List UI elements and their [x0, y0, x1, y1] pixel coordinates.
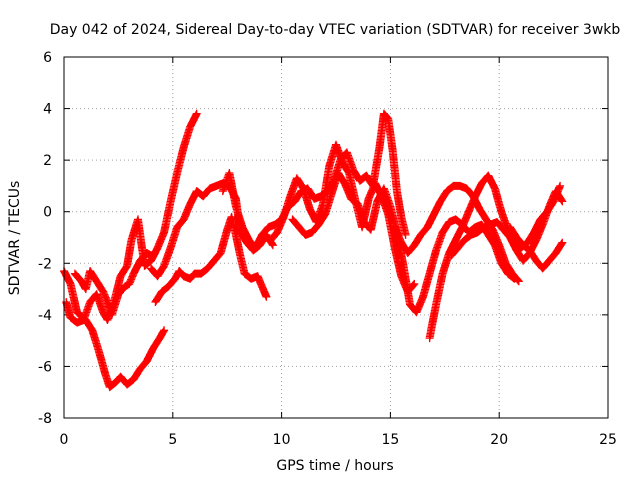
chart-title: Day 042 of 2024, Sidereal Day-to-day VTE…: [50, 22, 621, 38]
plot-frame: [63, 56, 609, 419]
y-tick-label: 6: [43, 50, 52, 66]
plus-markers: [60, 109, 567, 392]
x-tick-label: 0: [60, 432, 69, 448]
y-tick-label: -8: [38, 411, 52, 427]
y-tick-label: -2: [38, 256, 52, 272]
y-axis-title: SDTVAR / TECUs: [7, 181, 23, 296]
y-tick-label: -4: [38, 308, 52, 324]
x-tick-label: 5: [168, 432, 177, 448]
x-tick-label: 10: [273, 432, 291, 448]
y-tick-label: 4: [43, 102, 52, 118]
y-tick-label: 0: [43, 205, 52, 221]
x-axis-title: GPS time / hours: [276, 458, 393, 474]
data-markers: [60, 109, 567, 392]
y-tick-label: 2: [43, 153, 52, 169]
y-tick-label: -6: [38, 359, 52, 375]
x-tick-label: 15: [381, 432, 399, 448]
x-tick-label: 25: [599, 432, 617, 448]
x-tick-label: 20: [490, 432, 508, 448]
